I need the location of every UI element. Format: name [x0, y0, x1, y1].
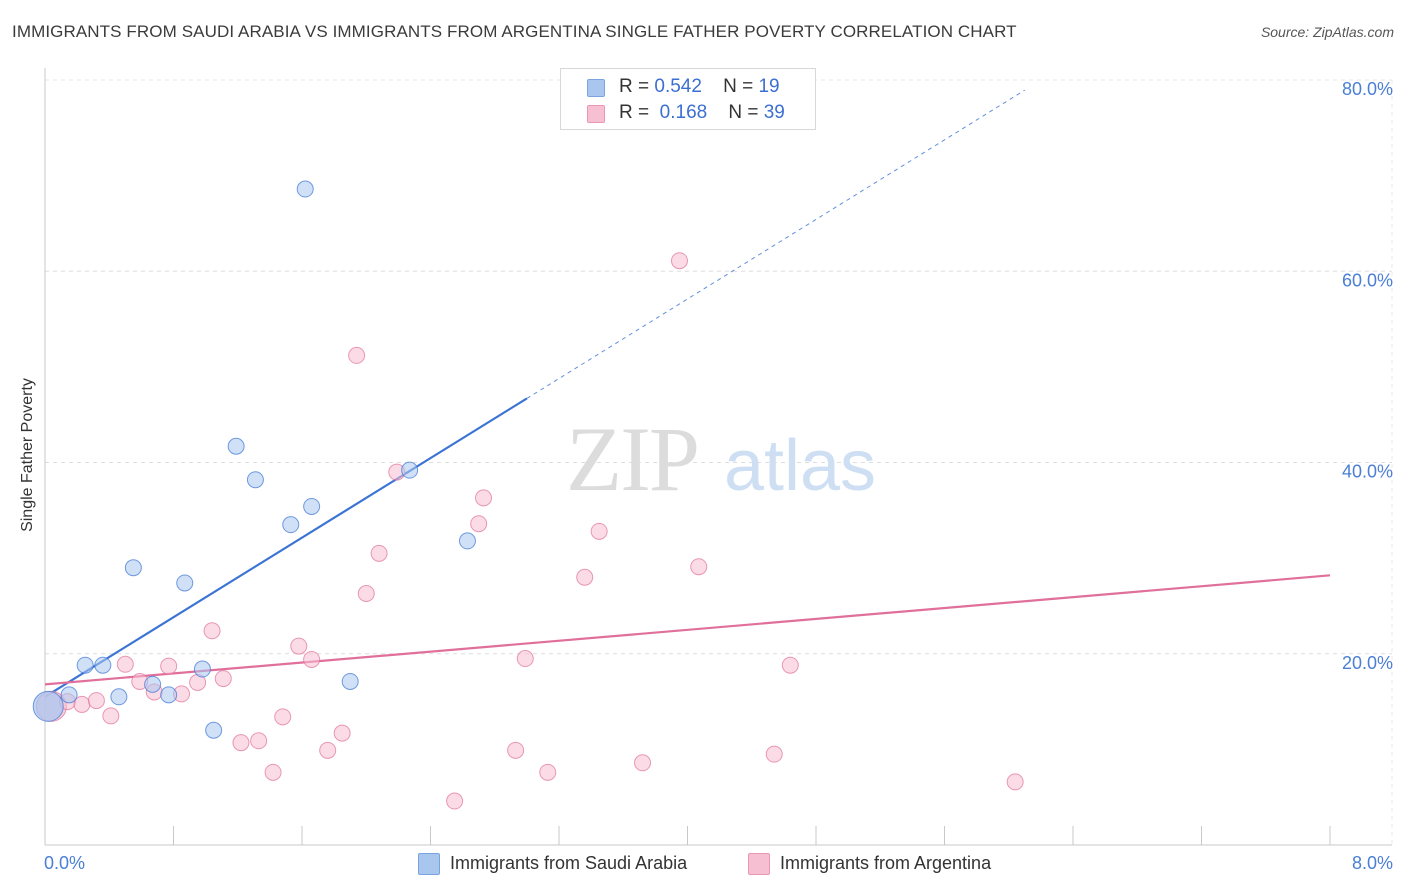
data-point [1006, 773, 1024, 791]
data-point [203, 622, 221, 640]
data-point [60, 686, 78, 704]
r-label: R = [619, 76, 650, 97]
data-point [470, 515, 488, 533]
source-label: Source: ZipAtlas.com [1260, 24, 1394, 40]
data-point [341, 672, 359, 690]
data-point [781, 656, 799, 674]
data-point [303, 497, 321, 515]
data-point [205, 721, 223, 739]
trend-line-extension [526, 89, 1026, 399]
r-value: 0.168 [659, 102, 708, 123]
y-tick-label: 60.0% [1342, 270, 1393, 290]
legend-label-saudi-arabia: Immigrants from Saudi Arabia [450, 853, 688, 873]
data-point [765, 745, 783, 763]
r-label: R = [619, 102, 650, 123]
data-point [507, 741, 525, 759]
data-point [274, 708, 292, 726]
gridlines [45, 79, 1393, 845]
tick-labels: 20.0% 40.0% 60.0% 80.0% 0.0% 8.0% [44, 79, 1393, 873]
x-tick-label: 0.0% [44, 853, 85, 873]
trend-lines [44, 89, 1331, 698]
x-tick-label: 8.0% [1352, 853, 1393, 873]
data-point [319, 741, 337, 759]
data-point [116, 655, 134, 673]
legend-text-argentina: R = 0.168 N = 39 [619, 102, 785, 124]
data-point [333, 724, 351, 742]
n-value: 39 [763, 102, 785, 123]
data-point [110, 688, 128, 706]
data-point [303, 650, 321, 668]
data-point [193, 660, 211, 678]
y-tick-label: 40.0% [1342, 462, 1393, 482]
data-point [670, 252, 688, 270]
y-tick-label: 80.0% [1342, 79, 1393, 99]
chart-title: IMMIGRANTS FROM SAUDI ARABIA VS IMMIGRAN… [12, 22, 1017, 41]
data-point [32, 690, 64, 722]
data-point [160, 686, 178, 704]
data-point [87, 692, 105, 710]
legend-swatch-argentina [748, 853, 770, 875]
n-value: 19 [758, 76, 780, 97]
data-point [246, 471, 264, 489]
data-point [250, 732, 268, 750]
data-point [357, 585, 375, 603]
data-point [124, 559, 142, 577]
data-point [401, 461, 419, 479]
data-point [634, 754, 652, 772]
data-point [590, 522, 608, 540]
data-point [576, 568, 594, 586]
data-point [214, 670, 232, 688]
data-point [370, 544, 388, 562]
data-point [176, 574, 194, 592]
n-label: N = [728, 102, 759, 123]
r-value: 0.542 [654, 76, 702, 97]
data-point [539, 763, 557, 781]
watermark-atlas: atlas [724, 426, 876, 506]
data-point [446, 792, 464, 810]
data-point [76, 656, 94, 674]
data-point [232, 734, 250, 752]
data-point [282, 516, 300, 534]
data-point [296, 180, 314, 198]
y-axis-label: Single Father Poverty [19, 378, 36, 532]
data-point [516, 650, 534, 668]
data-point [264, 763, 282, 781]
y-tick-label: 20.0% [1342, 653, 1393, 673]
trend-line [44, 574, 1331, 686]
data-point [458, 532, 476, 550]
legend-swatch-saudi-arabia [587, 79, 605, 97]
legend-text-saudi-arabia: R = 0.542 N = 19 [619, 76, 780, 98]
data-point [144, 675, 162, 693]
series-legend: Immigrants from Saudi Arabia Immigrants … [0, 851, 1406, 879]
data-point [690, 558, 708, 576]
data-point [475, 489, 493, 507]
axes [44, 68, 1392, 846]
watermark-zip: ZIP [566, 408, 698, 510]
data-point [160, 657, 178, 675]
legend-swatch-argentina [587, 105, 605, 123]
correlation-legend: R = 0.542 N = 19 R = 0.168 N = 39 [560, 68, 816, 130]
legend-label-argentina: Immigrants from Argentina [780, 853, 992, 873]
data-points [32, 180, 1024, 810]
n-label: N = [723, 76, 754, 97]
watermark: ZIP atlas [566, 408, 876, 510]
data-point [348, 346, 366, 364]
data-point [94, 656, 112, 674]
data-point [227, 437, 245, 455]
data-point [290, 637, 308, 655]
trend-line [44, 397, 528, 698]
legend-swatch-saudi-arabia [418, 853, 440, 875]
data-point [102, 707, 120, 725]
